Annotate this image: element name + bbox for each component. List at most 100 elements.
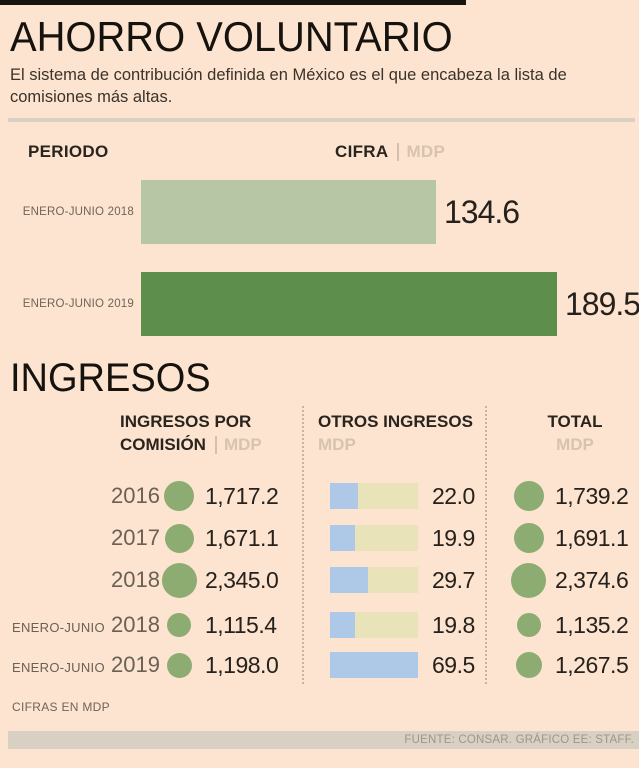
row-year-label: 2018	[111, 612, 160, 637]
bar-label: ENERO-JUNIO 2018	[22, 206, 134, 218]
row-year-label: 2019	[111, 652, 160, 677]
total-bubble-cell	[505, 562, 552, 598]
table-row-2016: 2016 1,717.2 22.0 1,739.2	[0, 476, 639, 516]
otros-bar-cell	[308, 525, 425, 551]
column-header-comision: INGRESOS POR COMISIÓN MDP	[120, 410, 262, 456]
total-bubble	[513, 481, 544, 511]
total-bubble	[516, 613, 541, 637]
column-divider-dotted-right	[485, 406, 487, 684]
row-year-label: 2016	[111, 483, 160, 508]
comision-value: 1,198.0	[205, 651, 279, 678]
bar-row-2019: ENERO-JUNIO 2019 189.5	[0, 272, 639, 336]
comision-bubble-cell	[160, 613, 198, 637]
comision-bubble-cell	[160, 652, 198, 678]
header-divider	[8, 118, 635, 122]
otros-unit-label: MDP	[318, 435, 356, 454]
otros-value: 19.8	[432, 611, 475, 638]
total-bubble	[513, 523, 544, 553]
comision-bubble-cell	[160, 523, 198, 553]
comision-bubble-cell	[160, 562, 198, 598]
comision-bubble	[164, 523, 194, 553]
otros-value: 22.0	[432, 482, 475, 509]
total-value: 1,691.1	[555, 524, 629, 551]
source-text: FUENTE: CONSAR. GRÁFICO EE: STAFF.	[404, 734, 634, 746]
row-period-label: ENERO-JUNIO	[12, 620, 105, 635]
footer-note: CIFRAS EN MDP	[12, 700, 110, 714]
cifra-label: CIFRA	[335, 142, 389, 161]
total-bubble	[511, 562, 546, 598]
total-header-line1: TOTAL	[547, 412, 603, 431]
table-row-enero-junio-2018: ENERO-JUNIO 2018 1,115.4 19.8 1,135.2	[0, 605, 639, 645]
otros-bar	[330, 612, 418, 638]
total-value: 1,135.2	[555, 611, 629, 638]
top-accent-bar	[0, 0, 466, 5]
cifra-column-header: CIFRA MDP	[335, 142, 445, 162]
column-header-otros: OTROS INGRESOS MDP	[318, 410, 473, 456]
otros-bar-beige	[358, 483, 418, 509]
bar-2019	[141, 272, 557, 336]
source-strip: FUENTE: CONSAR. GRÁFICO EE: STAFF.	[8, 731, 639, 749]
otros-bar	[330, 567, 418, 593]
bar-value: 134.6	[444, 193, 520, 230]
otros-bar-cell	[308, 612, 425, 638]
table-row-2018: 2018 2,345.0 29.7 2,374.6	[0, 560, 639, 600]
bar-value: 189.5	[565, 285, 639, 322]
otros-bar-beige	[355, 525, 418, 551]
otros-bar-beige	[355, 612, 418, 638]
otros-bar-blue	[330, 652, 418, 678]
bar-label: ENERO-JUNIO 2019	[22, 298, 134, 310]
comision-value: 1,115.4	[205, 611, 277, 638]
otros-bar-blue	[330, 612, 355, 638]
otros-bar-cell	[308, 483, 425, 509]
otros-bar	[330, 652, 418, 678]
section-title-ingresos: INGRESOS	[10, 356, 211, 400]
total-bubble-cell	[505, 613, 552, 637]
total-bubble	[515, 652, 542, 678]
cifra-unit-label: MDP	[406, 142, 446, 161]
table-row-enero-junio-2019: ENERO-JUNIO 2019 1,198.0 69.5 1,267.5	[0, 645, 639, 685]
otros-bar-cell	[308, 567, 425, 593]
periodo-column-header: PERIODO	[28, 142, 109, 161]
otros-value: 19.9	[432, 524, 475, 551]
unit-separator	[214, 435, 217, 454]
column-divider-dotted-left	[302, 406, 304, 684]
total-bubble-cell	[505, 523, 552, 553]
row-label: ENERO-JUNIO 2019	[0, 652, 160, 678]
page-subtitle: El sistema de contribución definida en M…	[10, 66, 567, 106]
otros-bar-blue	[330, 525, 355, 551]
row-label: 2016	[0, 483, 160, 509]
unit-separator	[397, 143, 400, 161]
column-header-total: TOTAL MDP	[520, 410, 630, 456]
comision-value: 1,671.1	[205, 524, 279, 551]
row-label: ENERO-JUNIO 2018	[0, 612, 160, 638]
page-title: AHORRO VOLUNTARIO	[10, 13, 453, 60]
row-year-label: 2017	[111, 525, 160, 550]
bar-row-2018: ENERO-JUNIO 2018 134.6	[0, 180, 639, 244]
comision-value: 1,717.2	[205, 482, 279, 509]
comision-bubble	[167, 613, 191, 637]
row-year-label: 2018	[111, 567, 160, 592]
otros-bar-blue	[330, 483, 358, 509]
comision-bubble	[161, 562, 197, 598]
table-row-2017: 2017 1,671.1 19.9 1,691.1	[0, 518, 639, 558]
otros-header-line1: OTROS INGRESOS	[318, 412, 473, 431]
comision-bubble-cell	[160, 481, 198, 511]
comision-bubble	[164, 481, 194, 511]
otros-bar-cell	[308, 652, 425, 678]
row-label: 2018	[0, 567, 160, 593]
otros-value: 29.7	[432, 566, 475, 593]
otros-value: 69.5	[432, 651, 475, 678]
comision-bubble	[166, 652, 192, 678]
total-value: 1,267.5	[555, 651, 629, 678]
row-label: 2017	[0, 525, 160, 551]
total-value: 2,374.6	[555, 566, 629, 593]
comision-header-line1: INGRESOS POR	[120, 412, 252, 431]
bar-2018	[141, 180, 436, 244]
total-unit-label: MDP	[556, 435, 594, 454]
otros-bar-blue	[330, 567, 368, 593]
otros-bar	[330, 483, 418, 509]
total-bubble-cell	[505, 481, 552, 511]
row-period-label: ENERO-JUNIO	[12, 660, 105, 675]
comision-value: 2,345.0	[205, 566, 279, 593]
